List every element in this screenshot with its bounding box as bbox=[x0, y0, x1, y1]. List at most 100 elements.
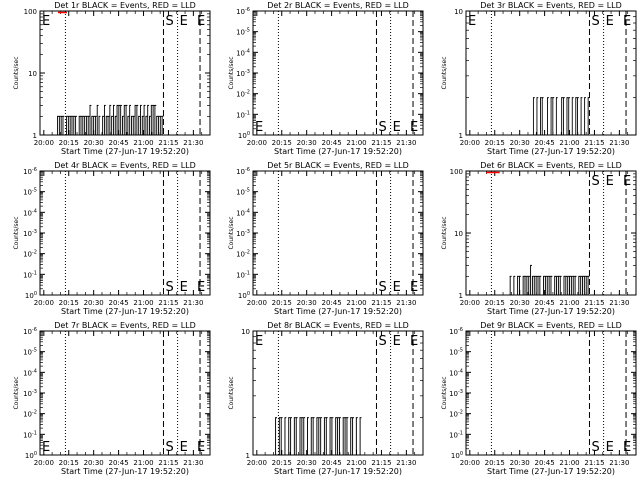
x-tick-label: 21:30 bbox=[183, 139, 203, 147]
event-bar bbox=[563, 276, 565, 295]
y-tick-label: 10-2 bbox=[23, 410, 37, 419]
y-tick-label: 10-4 bbox=[236, 48, 250, 57]
event-bar bbox=[280, 417, 282, 455]
event-bar bbox=[580, 97, 582, 135]
x-tick-label: 20:30 bbox=[84, 299, 104, 307]
x-tick-label: 20:15 bbox=[272, 459, 292, 467]
event-bar bbox=[359, 417, 361, 455]
y-tick-label: 10 bbox=[454, 230, 463, 238]
event-bar bbox=[80, 116, 82, 135]
y-tick-label: 100 bbox=[238, 291, 250, 300]
event-bar bbox=[584, 97, 586, 135]
y-axis-title: Counts/sec bbox=[441, 56, 448, 89]
x-tick-label: 20:15 bbox=[59, 299, 79, 307]
panel-7: Det 7r BLACK = Events, RED = LLD 100 10-1 1… bbox=[13, 321, 211, 476]
x-tick-label: 21:00 bbox=[346, 139, 366, 147]
event-bar bbox=[344, 417, 346, 455]
panel-4: Det 4r BLACK = Events, RED = LLD 100 10-1 1… bbox=[13, 161, 211, 316]
event-bar bbox=[127, 116, 129, 135]
y-tick-label: 10-3 bbox=[23, 229, 37, 238]
event-bar bbox=[535, 276, 537, 295]
marker-label: S bbox=[165, 440, 173, 455]
panel-5: Det 5r BLACK = Events, RED = LLD 100 10-1 1… bbox=[228, 161, 424, 316]
event-bar bbox=[568, 97, 570, 135]
x-axis-title: Start Time (27-Jun-17 19:52:20) bbox=[61, 307, 189, 316]
x-tick-label: 20:30 bbox=[510, 139, 530, 147]
event-bar bbox=[132, 116, 134, 135]
edge-marker-label: E bbox=[255, 334, 263, 349]
event-bar bbox=[583, 276, 585, 295]
x-axis-title: Start Time (27-Jun-17 19:52:20) bbox=[487, 467, 615, 476]
marker-label: E bbox=[623, 440, 631, 455]
event-bar bbox=[140, 105, 141, 135]
panel-title: Det 2r BLACK = Events, RED = LLD bbox=[267, 1, 409, 10]
event-bar bbox=[565, 276, 567, 295]
event-bar bbox=[156, 116, 158, 135]
event-series bbox=[57, 104, 164, 136]
event-bar bbox=[278, 417, 280, 455]
x-tick-label: 21:15 bbox=[158, 459, 178, 467]
event-series bbox=[509, 264, 590, 296]
y-tick-label: 10-6 bbox=[236, 167, 250, 176]
x-axis-title: Start Time (27-Jun-17 19:52:20) bbox=[274, 307, 402, 316]
panel-title: Det 7r BLACK = Events, RED = LLD bbox=[54, 321, 196, 330]
marker-label: E bbox=[410, 120, 418, 135]
y-tick-label: 10-1 bbox=[236, 110, 250, 119]
y-tick-label: 100 bbox=[25, 291, 37, 300]
event-bar bbox=[350, 417, 352, 455]
y-tick-label: 10-5 bbox=[236, 28, 250, 37]
x-tick-label: 20:30 bbox=[510, 299, 530, 307]
y-tick-label: 10 bbox=[241, 328, 250, 336]
event-bar bbox=[154, 105, 156, 135]
event-bar bbox=[84, 116, 86, 135]
event-bar bbox=[288, 417, 290, 455]
event-bar bbox=[562, 97, 564, 135]
event-bar bbox=[530, 265, 532, 295]
event-bar bbox=[541, 97, 543, 135]
y-tick-label: 10-5 bbox=[23, 348, 37, 357]
x-tick-label: 21:15 bbox=[158, 139, 178, 147]
event-bar bbox=[89, 105, 91, 135]
y-tick-label: 10-2 bbox=[449, 410, 463, 419]
x-tick-label: 20:45 bbox=[535, 299, 555, 307]
x-tick-label: 20:30 bbox=[297, 139, 317, 147]
y-axis-title: Counts/sec bbox=[228, 216, 235, 249]
event-bar bbox=[338, 417, 340, 455]
event-bar bbox=[159, 116, 161, 135]
y-tick-label: 10-1 bbox=[449, 430, 463, 439]
x-axis-title: Start Time (27-Jun-17 19:52:20) bbox=[487, 307, 615, 316]
y-tick-label: 10-3 bbox=[449, 389, 463, 398]
marker-label: S bbox=[591, 14, 599, 29]
x-tick-label: 20:00 bbox=[460, 139, 480, 147]
event-bar bbox=[134, 105, 136, 135]
marker-label: E bbox=[393, 334, 401, 349]
x-tick-label: 20:15 bbox=[272, 299, 292, 307]
y-axis-title: Counts/sec bbox=[13, 216, 20, 249]
event-bar bbox=[143, 105, 145, 135]
event-bar bbox=[60, 116, 62, 135]
event-bar bbox=[555, 97, 557, 135]
x-tick-label: 20:00 bbox=[460, 299, 480, 307]
event-bar bbox=[158, 116, 159, 135]
y-tick-label: 10-5 bbox=[23, 188, 37, 197]
event-bar bbox=[550, 97, 552, 135]
y-tick-label: 10-4 bbox=[23, 208, 37, 217]
x-axis-title: Start Time (27-Jun-17 19:52:20) bbox=[274, 147, 402, 156]
marker-label: E bbox=[606, 174, 614, 189]
event-bar bbox=[556, 276, 558, 295]
y-tick-label: 10-6 bbox=[23, 327, 37, 336]
event-bar bbox=[574, 276, 576, 295]
event-bar bbox=[310, 417, 312, 455]
event-bar bbox=[537, 276, 539, 295]
event-bar bbox=[69, 116, 71, 135]
x-tick-label: 21:00 bbox=[559, 139, 579, 147]
x-tick-label: 20:00 bbox=[34, 139, 54, 147]
event-bar bbox=[342, 417, 344, 455]
x-tick-label: 20:30 bbox=[510, 459, 530, 467]
x-tick-label: 20:30 bbox=[297, 459, 317, 467]
x-tick-label: 21:15 bbox=[371, 459, 391, 467]
event-series bbox=[532, 97, 590, 136]
y-tick-label: 1 bbox=[33, 132, 37, 140]
marker-label: E bbox=[180, 14, 188, 29]
event-bar bbox=[138, 116, 140, 135]
